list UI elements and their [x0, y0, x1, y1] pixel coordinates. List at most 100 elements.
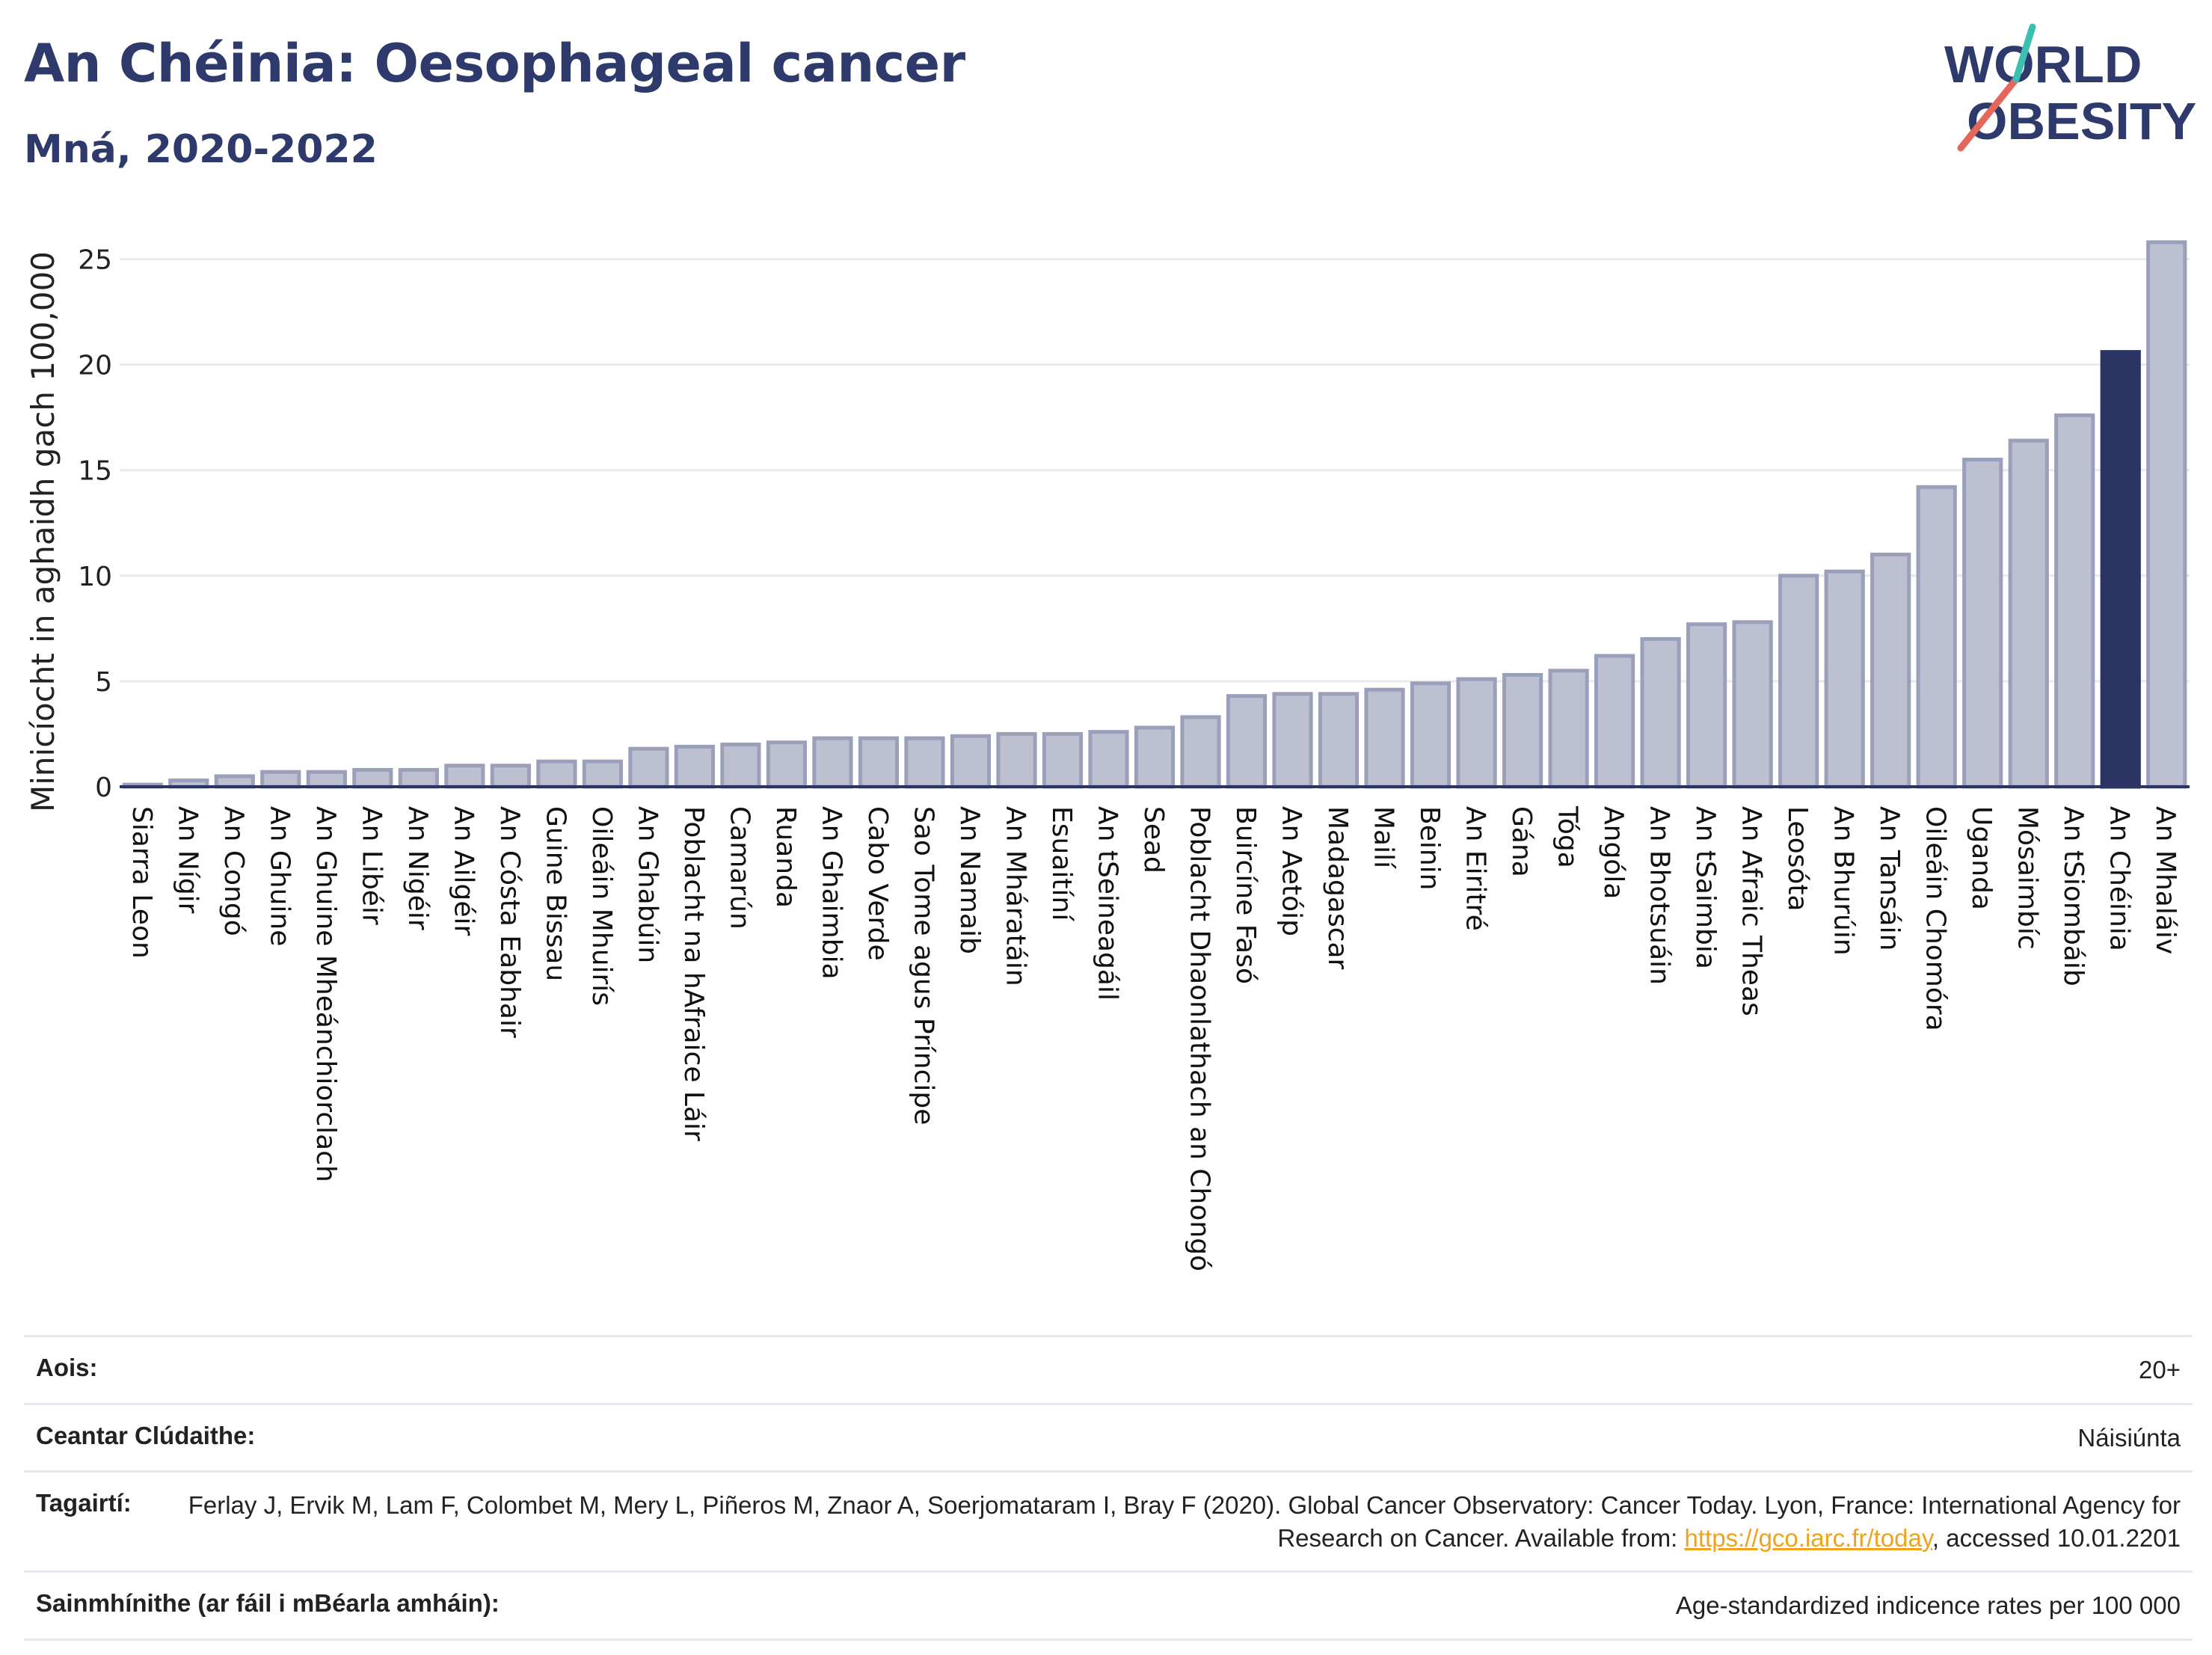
info-label: Sainmhínithe (ar fáil i mBéarla amháin): [36, 1589, 500, 1618]
info-label: Ceantar Clúdaithe: [36, 1421, 256, 1449]
x-tick-label: An Chéinia [2104, 806, 2135, 951]
bar [2008, 438, 2049, 789]
bar [858, 736, 900, 789]
bar-chart: 0 5 10 15 20 25 Minicíocht in aghaidh gach 100… [25, 240, 2190, 1271]
bar [1916, 485, 1957, 789]
x-tick-label: An Namaib [954, 806, 985, 954]
bar [1226, 694, 1268, 789]
x-tick-label: An Nígir [172, 806, 203, 914]
logo-line2: OBESITY [1967, 92, 2196, 150]
bar [1410, 681, 1451, 789]
bar [1732, 620, 1773, 789]
x-tick-label: Beinin [1414, 806, 1445, 890]
world-obesity-logo: WORLD OBESITY [1944, 23, 2196, 152]
x-tick-label: An Nigéir [402, 806, 433, 930]
x-tick-label: Sao Tome agus Príncipe [908, 806, 938, 1125]
bar [1272, 692, 1313, 789]
x-tick-label: An Ghabúin [632, 806, 663, 963]
bar [1180, 715, 1221, 789]
x-tick-label: Sead [1138, 806, 1169, 873]
bar [766, 740, 808, 789]
x-tick-label: An Congó [218, 806, 249, 936]
bar [490, 764, 531, 789]
bar [306, 770, 347, 789]
x-tick-label: Guine Bissau [540, 806, 571, 981]
x-tick-label: Buircíne Fasó [1230, 806, 1261, 984]
y-tick-label: 0 [95, 773, 112, 803]
x-tick-label: Siarra Leon [126, 806, 157, 959]
x-tick-label: Camarún [724, 806, 755, 930]
info-label: Tagairtí: [36, 1489, 132, 1517]
bar [628, 746, 669, 789]
bar [1548, 669, 1589, 789]
x-tick-label: An Eiritré [1460, 806, 1491, 931]
x-tick-label: Poblacht Dhaonlathach an Chongó [1185, 806, 1215, 1271]
y-tick-label: 25 [78, 245, 112, 275]
x-tick-label: Esuaitíní [1046, 806, 1077, 921]
bar [1364, 687, 1405, 789]
bar [996, 731, 1037, 789]
bar [1318, 692, 1360, 789]
y-tick-label: 5 [95, 667, 112, 698]
x-tick-label: An Ghuine [264, 806, 295, 946]
x-tick-label: An Tansáin [1874, 806, 1905, 951]
info-label: Aois: [36, 1354, 98, 1381]
bar [260, 770, 301, 789]
x-tick-label: Ruanda [770, 806, 801, 908]
x-tick-label: An Ghuine Mheánchiorclach [310, 806, 341, 1182]
bar [536, 759, 577, 789]
y-tick-label: 20 [78, 351, 112, 381]
y-axis-label: Minicíocht in aghaidh gach 100,000 [25, 251, 61, 812]
bar [1640, 636, 1681, 789]
info-value: Age-standardized indicence rates per 100… [1675, 1591, 2181, 1620]
chart-subtitle: Mná, 2020-2022 [24, 127, 378, 172]
x-tick-label: Mósaimbíc [2012, 806, 2043, 950]
reference-accessed: , accessed 10.01.2201 [1932, 1523, 2181, 1552]
bar [812, 736, 853, 789]
x-tick-label: Oileáin Mhuirís [586, 806, 617, 1006]
x-tick-label: Angóla [1598, 806, 1629, 899]
bar [2054, 413, 2095, 789]
x-tick-label: An Afraic Theas [1736, 806, 1767, 1016]
bar [1502, 672, 1543, 789]
x-tick-label: Tóga [1552, 805, 1583, 868]
bar [444, 764, 485, 789]
x-tick-label: An Libéir [356, 806, 387, 925]
bar [674, 744, 715, 789]
chart-title: An Chéinia: Oesophageal cancer [24, 33, 965, 94]
bar [1686, 622, 1727, 789]
x-tick-label: An Aetóip [1276, 806, 1307, 936]
logo-line1: WORLD [1944, 35, 2142, 93]
info-row-age: Aois: 20+ [24, 1335, 2193, 1403]
x-tick-label: Poblacht na hAfraice Láir [678, 806, 709, 1141]
bar [1088, 730, 1129, 789]
bar [1778, 574, 1819, 789]
bar [904, 736, 945, 789]
x-tick-label: An Ghaimbia [816, 806, 847, 980]
x-tick-label: An Mháratáin [1000, 806, 1030, 986]
bar [1134, 725, 1176, 789]
x-tick-label: An Cósta Eabhair [494, 806, 525, 1038]
x-tick-label: Uganda [1966, 806, 1997, 910]
x-tick-label: Madagascar [1322, 806, 1353, 970]
info-row-coverage: Ceantar Clúdaithe: Náisiúnta [24, 1402, 2193, 1471]
reference-link[interactable]: https://gco.iarc.fr/today [1684, 1523, 1932, 1552]
info-value: Náisiúnta [2077, 1423, 2181, 1452]
bar [1594, 654, 1635, 789]
x-tick-label: An tSaimbia [1690, 806, 1721, 969]
bar [1962, 458, 2003, 789]
bar [1870, 553, 1911, 789]
logo-slash-teal [2012, 23, 2036, 83]
x-tick-label: An Mhaláiv [2150, 806, 2181, 954]
info-row-definitions: Sainmhínithe (ar fáil i mBéarla amháin):… [24, 1570, 2193, 1641]
bar [398, 767, 439, 789]
bar [352, 767, 393, 789]
x-tick-label: Oileáin Chomóra [1920, 806, 1951, 1031]
logo-slash-red [1957, 76, 2020, 152]
bar [214, 774, 255, 789]
x-tick-label: An Bhotsuáin [1644, 806, 1675, 985]
bar [1042, 731, 1084, 789]
y-tick-label: 10 [78, 562, 112, 592]
bar [1824, 569, 1865, 789]
info-row-references: Tagairtí: Ferlay J, Ervik M, Lam F, Colo… [24, 1470, 2193, 1570]
